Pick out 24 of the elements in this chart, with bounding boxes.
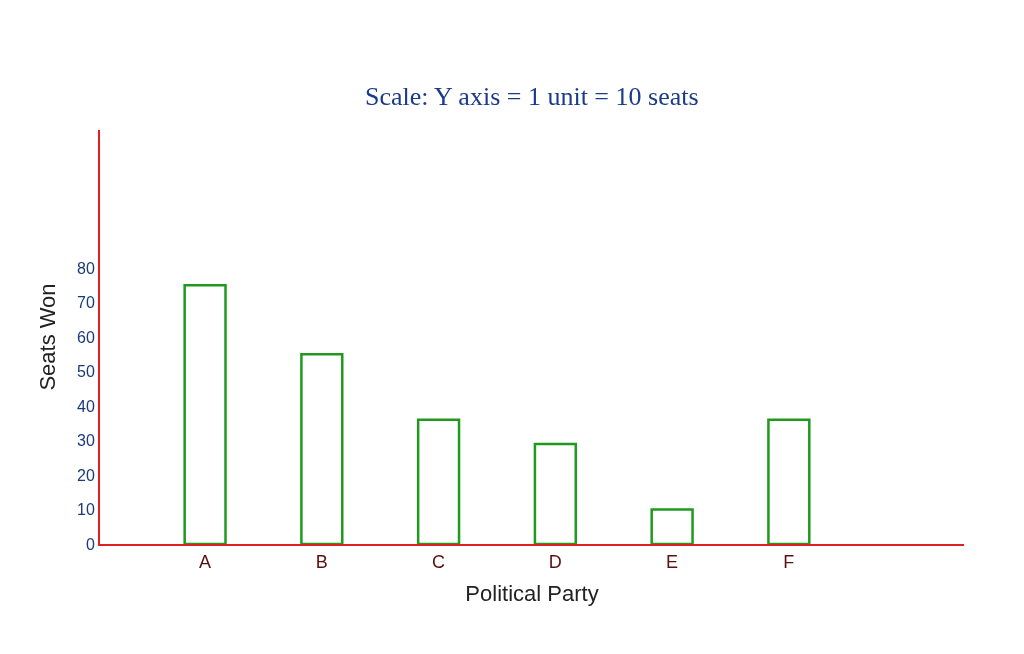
- x-tick-label: E: [666, 551, 679, 572]
- bar: [650, 508, 694, 544]
- y-tick-label: 70: [77, 294, 95, 312]
- y-tick-label: 10: [77, 501, 95, 519]
- bar: [183, 284, 227, 544]
- y-tick-label: 30: [77, 432, 95, 450]
- y-tick-label: 0: [85, 535, 95, 553]
- y-tick-label: 20: [77, 466, 95, 484]
- bar: [300, 353, 344, 544]
- y-tick-label: 80: [77, 259, 95, 277]
- chart-subtitle: Scale: Y axis = 1 unit = 10 seats: [365, 82, 699, 111]
- x-tick-label: A: [199, 551, 212, 572]
- x-axis-title: Political Party: [465, 581, 599, 606]
- x-tick-label: B: [315, 551, 328, 572]
- x-tick-label: F: [783, 551, 795, 572]
- y-tick-label: 60: [77, 328, 95, 346]
- bar: [767, 418, 811, 544]
- bar: [533, 442, 578, 544]
- x-tick-label: C: [432, 551, 446, 572]
- y-tick-label: 40: [77, 397, 95, 415]
- y-axis-title: Seats Won: [35, 283, 61, 391]
- x-tick-label: D: [548, 551, 562, 572]
- bar: [416, 418, 461, 544]
- y-tick-label: 50: [77, 363, 95, 381]
